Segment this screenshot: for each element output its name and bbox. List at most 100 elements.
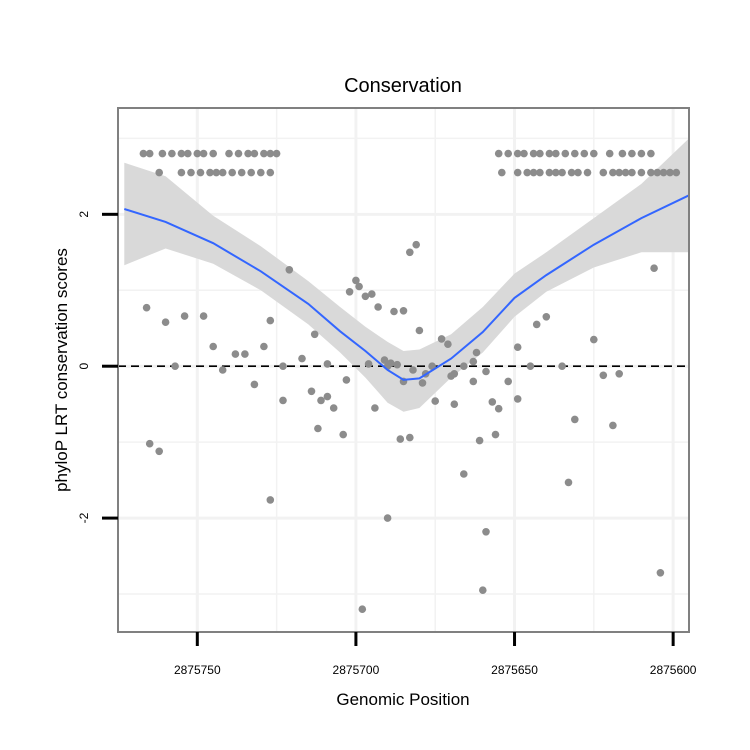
- data-point: [656, 569, 665, 577]
- data-point: [266, 149, 275, 158]
- data-point: [406, 248, 414, 257]
- x-axis: 2875750 2875700 2875650 2875600: [174, 632, 697, 677]
- data-point: [536, 149, 544, 158]
- data-point: [355, 282, 363, 291]
- data-point: [231, 350, 240, 358]
- data-point: [371, 404, 379, 412]
- data-point: [415, 326, 424, 335]
- data-point: [396, 435, 405, 443]
- data-point: [187, 168, 195, 177]
- data-point: [339, 430, 348, 439]
- x-axis-label: Genomic Position: [336, 690, 469, 709]
- data-point: [171, 362, 179, 371]
- data-point: [475, 436, 484, 445]
- data-point: [460, 362, 468, 371]
- data-point: [571, 149, 579, 158]
- data-point: [605, 149, 614, 158]
- data-point: [618, 149, 627, 158]
- data-point: [279, 362, 287, 371]
- data-point: [590, 149, 598, 158]
- data-point: [520, 149, 528, 158]
- data-point: [177, 168, 186, 177]
- data-point: [558, 362, 566, 371]
- data-point: [380, 356, 389, 364]
- data-point: [234, 149, 243, 158]
- data-point: [241, 350, 249, 358]
- y-tick-label: 2: [77, 211, 91, 218]
- data-point: [498, 168, 506, 177]
- data-point: [482, 367, 490, 376]
- data-point: [558, 168, 566, 177]
- data-point: [323, 392, 332, 401]
- data-point: [218, 366, 227, 374]
- data-point: [279, 396, 287, 405]
- data-point: [180, 312, 189, 320]
- data-point: [237, 168, 246, 177]
- data-point: [450, 400, 459, 409]
- data-point: [193, 149, 202, 158]
- data-point: [218, 168, 227, 177]
- data-point: [244, 149, 252, 158]
- data-point: [212, 168, 221, 177]
- data-point: [552, 149, 560, 158]
- data-point: [184, 149, 192, 158]
- data-point: [199, 149, 208, 158]
- data-point: [513, 149, 522, 158]
- data-point: [168, 149, 176, 158]
- data-point: [142, 303, 151, 312]
- data-point: [345, 288, 354, 296]
- confidence-band: [124, 138, 690, 412]
- data-point: [399, 307, 408, 315]
- data-point: [574, 168, 582, 177]
- data-point: [529, 149, 538, 158]
- data-point: [479, 586, 487, 594]
- data-point: [621, 168, 630, 177]
- data-point: [158, 149, 167, 158]
- data-point: [609, 168, 617, 177]
- data-point: [472, 348, 481, 357]
- chart-title: Conservation: [344, 75, 462, 97]
- y-axis-label: phyloP LRT conservation scores: [52, 248, 71, 492]
- data-point: [504, 377, 512, 386]
- data-point: [206, 168, 214, 177]
- data-point: [412, 240, 421, 249]
- data-point: [491, 430, 500, 439]
- data-point: [494, 404, 503, 413]
- data-point: [428, 362, 436, 371]
- panel-border: [117, 107, 690, 633]
- data-point: [659, 168, 668, 177]
- data-point: [228, 168, 236, 177]
- data-point: [390, 307, 398, 316]
- data-point: [647, 149, 655, 158]
- data-point: [536, 168, 544, 177]
- data-point: [564, 478, 573, 487]
- data-point: [209, 149, 217, 158]
- data-point: [285, 266, 294, 274]
- points-layer: [139, 149, 681, 613]
- data-point: [628, 168, 636, 177]
- data-point: [447, 372, 455, 380]
- data-point: [513, 168, 522, 177]
- data-point: [361, 292, 370, 301]
- smooth-line-layer: [124, 194, 690, 381]
- data-point: [272, 149, 281, 158]
- data-point: [307, 387, 316, 396]
- confidence-band-layer: [124, 138, 690, 412]
- data-point: [209, 342, 217, 351]
- data-point: [545, 168, 554, 177]
- x-tick-label: 2875750: [174, 663, 221, 677]
- data-point: [567, 168, 576, 177]
- data-point: [329, 404, 338, 412]
- data-point: [529, 168, 538, 177]
- plot-panel: [117, 107, 690, 633]
- data-point: [590, 335, 598, 344]
- x-tick-label: 2875650: [491, 663, 538, 677]
- data-point: [225, 149, 233, 158]
- data-point: [542, 313, 551, 321]
- data-point: [526, 362, 535, 371]
- data-point: [545, 149, 554, 158]
- data-point: [247, 168, 255, 177]
- data-point: [393, 360, 402, 369]
- data-point: [672, 168, 681, 177]
